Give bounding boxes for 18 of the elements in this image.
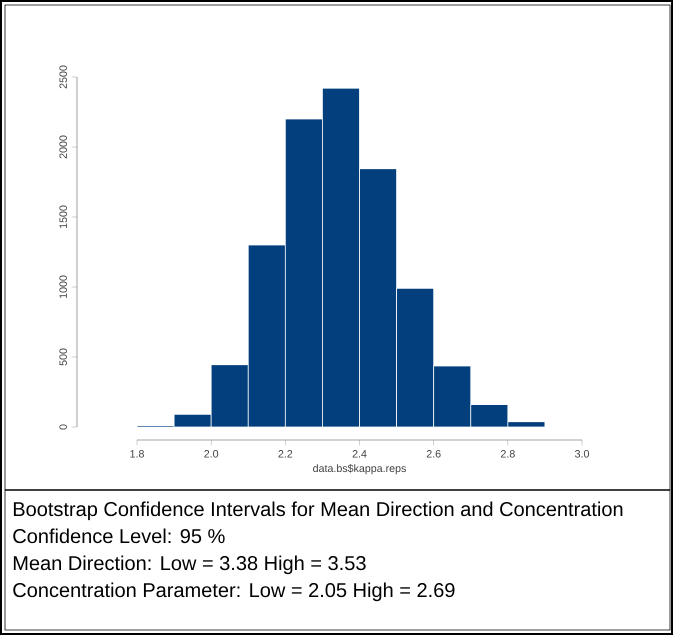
y-tick-label: 2000 [59,136,67,158]
x-tick-label: 2.6 [426,450,441,458]
x-tick-label: 1.8 [130,450,144,458]
x-tick-label: 2.8 [500,450,515,458]
y-tick-label: 500 [59,348,67,366]
text: Bootstrap Confidence Intervals for Mean Direction and Concentration [14,502,622,520]
y-tick-label: 2500 [59,66,67,88]
text: Mean Direction: Low = 3.38 High = 3.53 [14,556,366,574]
y-tick-label: 1500 [59,206,67,228]
y-tick-label: 1000 [59,276,67,298]
text: Confidence Level: 95 % [13,528,225,544]
text: Concentration Parameter: Low = 2.05 High = 2.69 [13,582,454,602]
x-tick-label: 2.2 [278,450,292,458]
x-axis-title: data.bs$kappa.reps [313,464,406,474]
y-tick-label: 0 [59,424,67,430]
x-tick-label: 3.0 [574,450,590,458]
x-tick-label: 2.4 [352,450,367,458]
x-tick-label: 2.0 [204,450,218,458]
